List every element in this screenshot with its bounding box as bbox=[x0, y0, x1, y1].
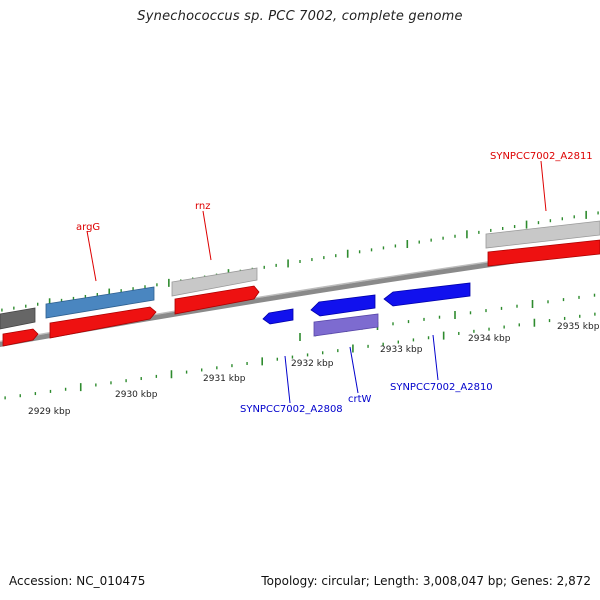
label-leader bbox=[86, 230, 97, 282]
cds-feature[interactable] bbox=[383, 282, 471, 307]
cds-feature[interactable] bbox=[313, 313, 379, 337]
cds-feature[interactable] bbox=[49, 306, 157, 339]
cds-feature[interactable] bbox=[485, 220, 600, 249]
accession-label: Accession: NC_010475 bbox=[9, 574, 146, 588]
cds-feature[interactable] bbox=[174, 285, 260, 315]
map-title: Synechococcus sp. PCC 7002, complete gen… bbox=[137, 9, 463, 24]
genome-stats: Topology: circular; Length: 3,008,047 bp… bbox=[261, 574, 591, 588]
gene-label-SYNPCC7002_A2808[interactable]: SYNPCC7002_A2808 bbox=[240, 404, 343, 415]
coordinate-label: 2929 kbp bbox=[28, 407, 71, 417]
gene-label-argG[interactable]: argG bbox=[76, 222, 100, 233]
gene-label-crtW[interactable]: crtW bbox=[348, 394, 372, 405]
coordinate-label: 2932 kbp bbox=[291, 359, 334, 369]
coordinate-label: 2931 kbp bbox=[203, 374, 246, 384]
cds-feature[interactable] bbox=[171, 267, 258, 297]
cds-feature[interactable] bbox=[2, 328, 39, 347]
label-leader bbox=[432, 334, 439, 381]
gene-label-SYNPCC7002_A2811[interactable]: SYNPCC7002_A2811 bbox=[490, 151, 593, 162]
cds-feature[interactable] bbox=[45, 286, 155, 319]
gene-label-rnz[interactable]: rnz bbox=[195, 201, 211, 212]
coordinate-label: 2934 kbp bbox=[468, 334, 511, 344]
cds-feature[interactable] bbox=[262, 308, 294, 325]
label-leader bbox=[540, 160, 547, 212]
label-leader bbox=[349, 346, 359, 394]
cds-feature[interactable] bbox=[310, 294, 376, 317]
coordinate-label: 2935 kbp bbox=[557, 322, 600, 332]
label-leader bbox=[284, 355, 291, 404]
tick-marks bbox=[1, 210, 599, 400]
coordinate-label: 2933 kbp bbox=[380, 345, 423, 355]
label-leader bbox=[202, 210, 212, 261]
cds-feature[interactable] bbox=[0, 307, 36, 330]
gene-label-SYNPCC7002_A2810[interactable]: SYNPCC7002_A2810 bbox=[390, 382, 493, 393]
cds-feature[interactable] bbox=[487, 239, 600, 267]
coordinate-label: 2930 kbp bbox=[115, 390, 158, 400]
